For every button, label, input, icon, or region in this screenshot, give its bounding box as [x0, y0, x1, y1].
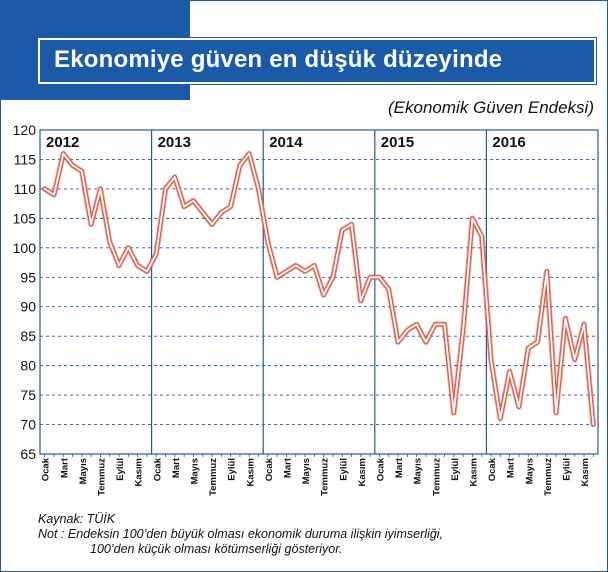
year-label: 2012	[46, 134, 79, 151]
y-tick-label: 120	[13, 122, 37, 138]
month-label: Temmuz	[431, 458, 442, 496]
y-tick-label: 75	[20, 387, 36, 403]
month-label: Mayıs	[301, 458, 312, 484]
month-label: Temmuz	[208, 458, 219, 496]
y-tick-label: 85	[20, 328, 36, 344]
month-label: Eylül	[338, 458, 349, 481]
month-label: Mayıs	[189, 458, 200, 484]
note-text-1: Not : Endeksin 100’den büyük olması ekon…	[38, 527, 444, 541]
title-banner: Ekonomiye güven en düşük düzeyinde	[38, 38, 596, 84]
month-label: Eylül	[561, 458, 572, 481]
y-tick-label: 115	[14, 151, 37, 167]
month-label: Ocak	[152, 457, 163, 481]
month-label: Kasım	[580, 458, 591, 487]
y-tick-label: 90	[20, 299, 36, 315]
source-text: Kaynak: TÜİK	[38, 512, 116, 526]
x-axis: Ocak Mart Mayıs Temmuz Eylül Kasım Ocak Mart May…	[41, 454, 594, 496]
month-label: Temmuz	[543, 458, 554, 496]
month-label: Mayıs	[78, 458, 89, 484]
month-label: Mart	[394, 457, 405, 478]
month-label: Mart	[59, 457, 70, 478]
note-text-2: 100’den küçük olması kötümserliği göster…	[90, 542, 343, 556]
month-label: Ocak	[375, 457, 386, 481]
month-label: Kasım	[245, 458, 256, 487]
month-label: Ocak	[264, 457, 275, 481]
year-labels: 2012 2013 2014 2015 2016	[46, 134, 526, 151]
series-line-inner	[43, 152, 595, 426]
month-label: Mart	[171, 457, 182, 478]
y-tick-label: 70	[20, 417, 36, 433]
month-label: Mayıs	[413, 458, 424, 484]
month-label: Kasım	[134, 458, 145, 487]
month-label: Ocak	[487, 457, 498, 481]
month-label: Mart	[282, 457, 293, 478]
month-label: Temmuz	[320, 458, 331, 496]
year-label: 2015	[381, 134, 414, 151]
year-label: 2014	[269, 134, 303, 151]
y-tick-label: 95	[20, 269, 36, 285]
month-label: Eylül	[227, 458, 238, 481]
month-label: Mayıs	[524, 458, 535, 484]
y-tick-label: 105	[13, 210, 37, 226]
month-label: Temmuz	[96, 458, 107, 496]
chart-title: Ekonomiye güven en düşük düzeyinde	[54, 46, 503, 73]
chart-subtitle: (Ekonomik Güven Endeksi)	[388, 98, 594, 117]
plot-border	[39, 129, 599, 455]
y-tick-label: 65	[20, 446, 36, 462]
month-label: Kasım	[357, 458, 368, 487]
y-tick-label: 80	[20, 358, 36, 374]
grid	[39, 129, 599, 455]
month-label: Ocak	[41, 457, 52, 481]
y-tick-label: 110	[14, 181, 37, 197]
month-label: Kasım	[468, 458, 479, 487]
y-tick-label: 100	[13, 240, 37, 256]
footer-notes: Kaynak: TÜİK Not : Endeksin 100’den büyü…	[38, 512, 443, 557]
year-label: 2016	[492, 134, 525, 151]
month-label: Eylül	[450, 458, 461, 481]
y-axis: 65 70 75 80 85 90 95 100 105 110 115 120	[13, 122, 37, 462]
month-label: Eylül	[115, 458, 126, 481]
year-label: 2013	[158, 134, 191, 151]
month-label: Mart	[506, 457, 517, 478]
series-layer	[41, 150, 597, 428]
